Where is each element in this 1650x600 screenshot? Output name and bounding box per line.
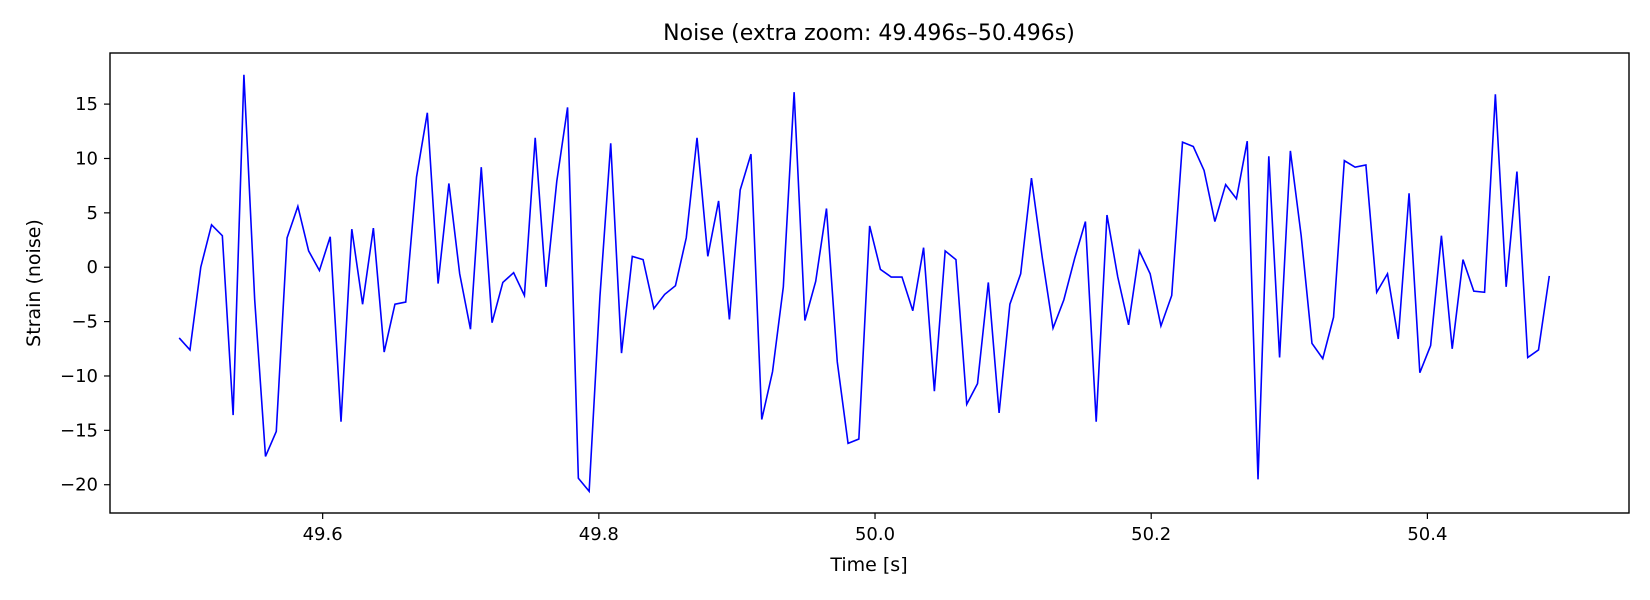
- y-tick-label: −10: [60, 366, 98, 387]
- y-tick-label: 10: [75, 148, 98, 169]
- y-tick-label: 5: [87, 203, 98, 224]
- plot-frame: [109, 52, 1630, 514]
- y-tick-label: −20: [60, 475, 98, 496]
- y-axis-ticks: 15 10 5 0 −5 −10 −15 −20: [60, 94, 110, 496]
- x-tick-label: 49.6: [303, 524, 343, 545]
- x-axis-label: Time [s]: [829, 554, 907, 576]
- y-tick-label: −15: [60, 420, 98, 441]
- x-axis-ticks: 49.6 49.8 50.0 50.2 50.4: [303, 513, 1447, 545]
- noise-series-line: [178, 74, 1551, 494]
- y-tick-label: 0: [87, 257, 98, 278]
- plot-series-group: [178, 74, 1551, 494]
- y-tick-label: −5: [71, 312, 98, 333]
- chart-title: Noise (extra zoom: 49.496s–50.496s): [663, 21, 1075, 46]
- x-tick-label: 50.0: [855, 524, 895, 545]
- y-tick-label: 15: [75, 94, 98, 115]
- x-tick-label: 50.2: [1131, 524, 1171, 545]
- y-axis-label: Strain (noise): [23, 219, 45, 347]
- x-tick-label: 50.4: [1407, 524, 1447, 545]
- x-tick-label: 49.8: [579, 524, 619, 545]
